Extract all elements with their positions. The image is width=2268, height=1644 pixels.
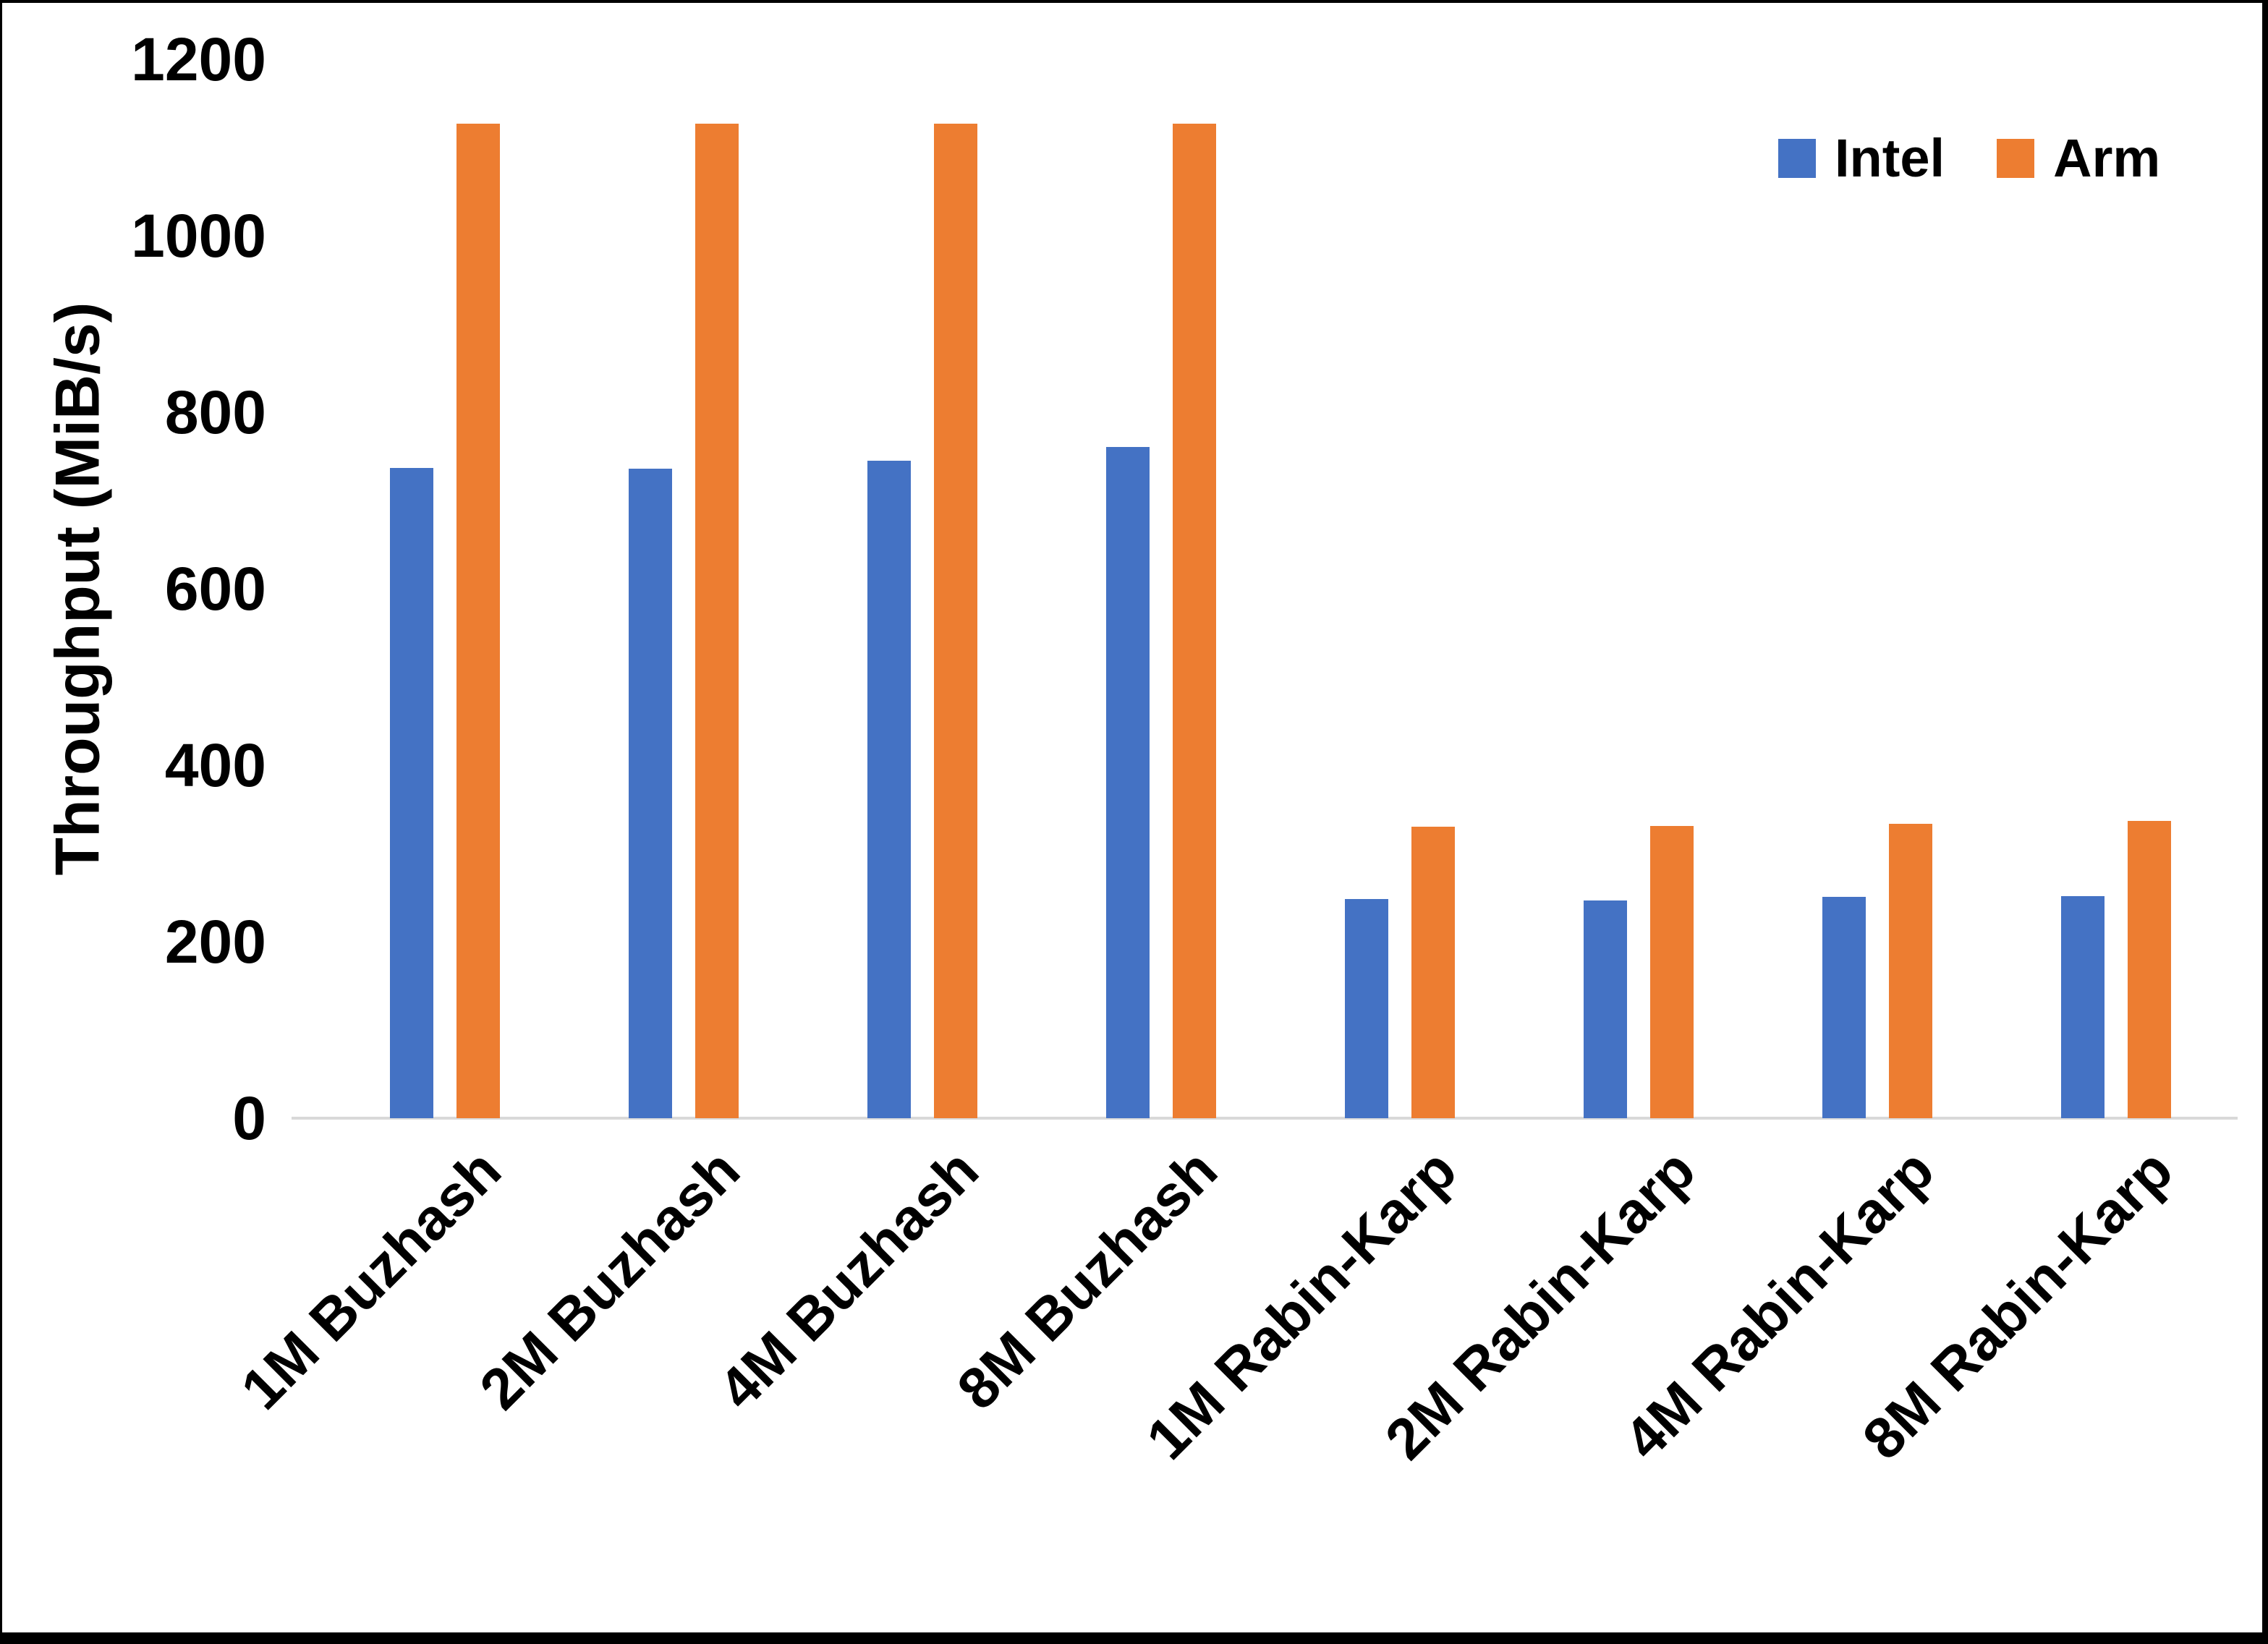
legend: Intel Arm — [1778, 132, 2160, 185]
y-tick-label-600: 600 — [164, 555, 266, 623]
legend-label-intel: Intel — [1835, 128, 1945, 188]
y-tick-label-0: 0 — [232, 1084, 266, 1152]
y-tick-label-800: 800 — [164, 378, 266, 446]
bar-intel-1m-rabin-karp — [1345, 899, 1388, 1118]
bar-arm-4m-buzhash — [934, 124, 977, 1118]
bar-arm-8m-rabin-karp — [2128, 820, 2171, 1118]
legend-item-arm: Arm — [1997, 132, 2160, 185]
bar-intel-4m-buzhash — [867, 461, 911, 1118]
x-axis-line — [292, 1117, 2238, 1120]
y-tick-label-1000: 1000 — [131, 202, 266, 270]
bar-intel-1m-buzhash — [390, 467, 433, 1118]
bar-arm-2m-buzhash — [695, 124, 739, 1118]
bar-arm-2m-rabin-karp — [1650, 826, 1694, 1118]
bar-intel-8m-buzhash — [1106, 446, 1150, 1118]
bar-arm-1m-rabin-karp — [1411, 827, 1455, 1118]
y-tick-label-400: 400 — [164, 731, 266, 799]
bar-intel-2m-rabin-karp — [1584, 900, 1627, 1118]
legend-item-intel: Intel — [1778, 132, 1945, 185]
bar-arm-4m-rabin-karp — [1889, 823, 1932, 1118]
legend-label-arm: Arm — [2053, 128, 2161, 188]
y-tick-label-200: 200 — [164, 908, 266, 976]
legend-swatch-intel-icon — [1778, 139, 1816, 178]
bar-intel-4m-rabin-karp — [1822, 896, 1866, 1118]
bar-intel-2m-buzhash — [629, 469, 672, 1118]
legend-swatch-arm-icon — [1997, 139, 2035, 178]
bar-arm-8m-buzhash — [1173, 124, 1216, 1118]
y-tick-label-1200: 1200 — [131, 25, 266, 93]
bar-arm-1m-buzhash — [456, 124, 500, 1118]
bar-intel-8m-rabin-karp — [2061, 895, 2105, 1118]
